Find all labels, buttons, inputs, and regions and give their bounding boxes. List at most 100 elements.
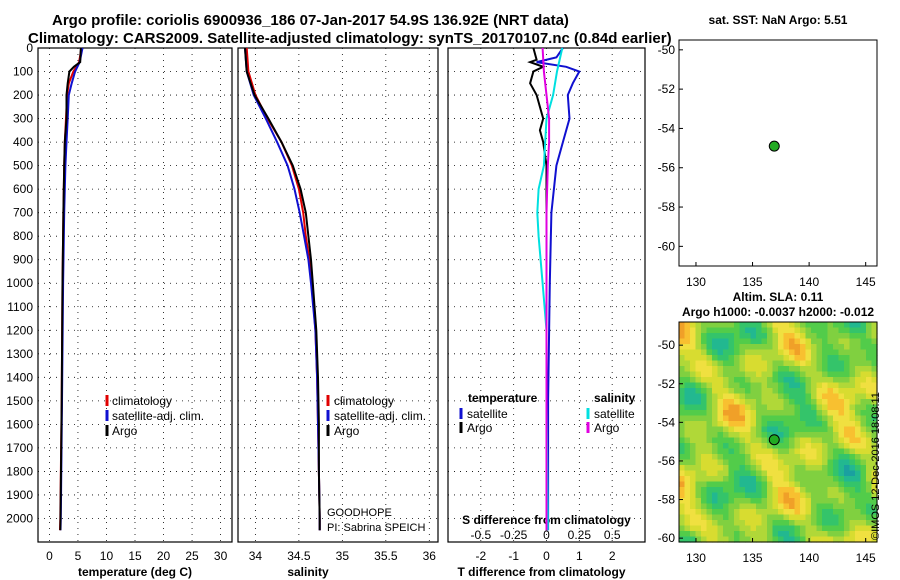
- sla-heatmap-cell: [800, 366, 807, 373]
- sla-heatmap-cell: [750, 531, 757, 538]
- sla-heatmap-cell: [800, 415, 807, 422]
- sla-heatmap-cell: [833, 421, 840, 428]
- temperature-xtick-label-4: 20: [157, 549, 171, 563]
- sla-heatmap-cell: [860, 322, 867, 329]
- sla-heatmap-cell: [778, 520, 785, 527]
- sla-heatmap-cell: [811, 470, 818, 477]
- sla-heatmap-cell: [811, 454, 818, 461]
- sla-heatmap-cell: [728, 476, 735, 483]
- sla-heatmap-cell: [701, 344, 708, 351]
- sla-heatmap-cell: [822, 432, 829, 439]
- difference-xtick-label-1: -1: [508, 549, 519, 563]
- sla-heatmap-cell: [717, 399, 724, 406]
- sla-heatmap-cell: [855, 459, 862, 466]
- sla-heatmap-cell: [695, 399, 702, 406]
- sla-heatmap-cell: [783, 426, 790, 433]
- sla-heatmap-cell: [783, 514, 790, 521]
- sla-heatmap-cell: [838, 448, 845, 455]
- sla-heatmap-cell: [767, 393, 774, 400]
- sla-heatmap-cell: [712, 322, 719, 329]
- temperature-legend-label-1: satellite-adj. clim.: [112, 409, 204, 423]
- sla-heatmap-cell: [690, 338, 697, 345]
- sla-heatmap-cell: [866, 514, 873, 521]
- sla-heatmap-cell: [728, 371, 735, 378]
- sla-heatmap-cell: [679, 382, 686, 389]
- sla-heatmap-cell: [690, 322, 697, 329]
- sla-heatmap-cell: [717, 509, 724, 516]
- sla-heatmap-cell: [701, 355, 708, 362]
- sla-heatmap-cell: [822, 404, 829, 411]
- sla-heatmap-cell: [761, 349, 768, 356]
- sla-heatmap-cell: [866, 481, 873, 488]
- sla-heatmap-cell: [794, 520, 801, 527]
- sla-heatmap-cell: [855, 388, 862, 395]
- sla-heatmap-cell: [833, 476, 840, 483]
- sla-heatmap-cell: [756, 355, 763, 362]
- depth-tick-label-800: 800: [13, 229, 33, 243]
- sla-heatmap-cell: [717, 366, 724, 373]
- sla-heatmap-cell: [866, 525, 873, 532]
- sla-heatmap-cell: [690, 355, 697, 362]
- sla-heatmap-cell: [778, 498, 785, 505]
- title-line-1: Argo profile: coriolis 6900936_186 07-Ja…: [52, 12, 569, 29]
- sla-heatmap-cell: [761, 327, 768, 334]
- difference-sal-xtick-label-0: -0.5: [470, 528, 491, 542]
- sla-heatmap-cell: [706, 344, 713, 351]
- sla-heatmap-cell: [844, 415, 851, 422]
- sla-heatmap-cell: [783, 349, 790, 356]
- sla-heatmap-cell: [783, 465, 790, 472]
- sla-heatmap-cell: [866, 366, 873, 373]
- sla-heatmap-cell: [734, 327, 741, 334]
- sla-heatmap-cell: [811, 492, 818, 499]
- sla-heatmap-cell: [849, 437, 856, 444]
- sla-heatmap-cell: [855, 432, 862, 439]
- sla-heatmap-cell: [805, 470, 812, 477]
- sla-heatmap-cell: [855, 454, 862, 461]
- sla-heatmap-cell: [816, 377, 823, 384]
- sla-heatmap-cell: [772, 448, 779, 455]
- sla-heatmap-cell: [871, 520, 878, 527]
- sla-heatmap-cell: [789, 393, 796, 400]
- sla-heatmap-cell: [833, 487, 840, 494]
- sla-heatmap-cell: [789, 421, 796, 428]
- sla-heatmap-cell: [816, 437, 823, 444]
- sla-heatmap-cell: [827, 536, 834, 543]
- sla-heatmap-cell: [756, 498, 763, 505]
- sla-heatmap-cell: [728, 415, 735, 422]
- sla-heatmap-cell: [805, 437, 812, 444]
- sla-heatmap-cell: [695, 333, 702, 340]
- temperature-series-1: [59, 47, 84, 531]
- sla-heatmap-cell: [761, 459, 768, 466]
- sla-heatmap-cell: [838, 503, 845, 510]
- sla-heatmap-cell: [684, 349, 691, 356]
- sla-heatmap-cell: [761, 355, 768, 362]
- sla-heatmap-cell: [712, 498, 719, 505]
- sla-heatmap-cell: [723, 399, 730, 406]
- sla-heatmap-cell: [849, 366, 856, 373]
- sla-heatmap-cell: [827, 476, 834, 483]
- sla-heatmap-cell: [778, 399, 785, 406]
- sla-heatmap-cell: [712, 443, 719, 450]
- sla-heatmap-cell: [849, 481, 856, 488]
- temperature-xtick-label-3: 15: [128, 549, 142, 563]
- sla-heatmap-cell: [833, 360, 840, 367]
- sla-heatmap-cell: [811, 459, 818, 466]
- sla-heatmap-cell: [684, 476, 691, 483]
- sla-heatmap-cell: [761, 366, 768, 373]
- sla-heatmap-cell: [690, 415, 697, 422]
- sla-heatmap-cell: [811, 366, 818, 373]
- sla-heatmap-cell: [855, 371, 862, 378]
- sla-heatmap-cell: [844, 404, 851, 411]
- sla-heatmap-cell: [816, 410, 823, 417]
- sla-heatmap-cell: [783, 487, 790, 494]
- sla-heatmap-cell: [805, 525, 812, 532]
- sla-heatmap-cell: [767, 349, 774, 356]
- sla-heatmap-cell: [723, 443, 730, 450]
- sla-heatmap-cell: [800, 393, 807, 400]
- sla-map-xtick-label-2: 140: [799, 551, 819, 565]
- salinity-annotation-pi: PI: Sabrina SPEICH: [327, 522, 425, 534]
- sla-heatmap-cell: [778, 371, 785, 378]
- sla-heatmap-cell: [789, 399, 796, 406]
- sla-heatmap-cell: [701, 404, 708, 411]
- sla-heatmap-cell: [805, 333, 812, 340]
